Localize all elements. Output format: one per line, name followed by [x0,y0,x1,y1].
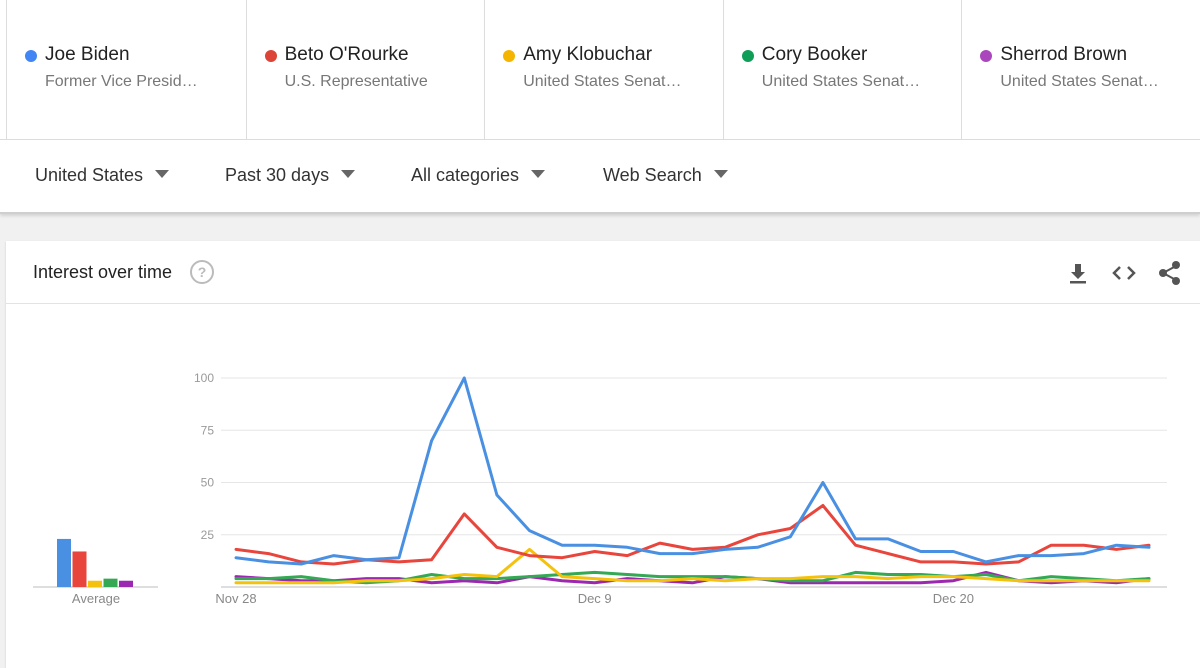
download-icon[interactable] [1064,259,1092,287]
x-tick-label: Dec 9 [578,591,612,606]
term-name: Cory Booker [761,44,868,65]
term-cory-booker[interactable]: Cory Booker United States Senat… [722,0,962,139]
y-tick-label: 100 [194,371,214,385]
term-joe-biden[interactable]: Joe Biden Former Vice Presid… [6,0,246,139]
term-subtitle: Former Vice Presid… [45,73,198,90]
chevron-down-icon [531,170,546,179]
series-color-dot [980,50,993,62]
series-line-beto-o-rourke [234,504,1151,566]
x-tick-label: Nov 28 [215,591,256,606]
embed-code-icon[interactable] [1110,259,1138,287]
term-name: Amy Klobuchar [523,44,653,65]
category-label: All categories [411,165,520,185]
category-dropdown[interactable]: All categories [411,165,546,186]
chevron-down-icon [713,170,728,179]
term-name: Joe Biden [45,44,130,65]
term-subtitle: U.S. Representative [284,73,428,90]
compared-terms-bar: Joe Biden Former Vice Presid… Beto O'Rourk… [0,0,1200,140]
series-color-dot [503,50,516,62]
search-type-label: Web Search [603,165,702,185]
time-range-label: Past 30 days [225,165,330,185]
y-tick-label: 25 [201,528,215,542]
series-line-joe-biden [234,376,1151,566]
average-bar-beto-o-rourke [72,551,87,587]
region-dropdown[interactable]: United States [35,165,170,186]
interest-over-time-card: Interest over time ? 25 50 75 100 Nov 28 Dec … [6,241,1200,668]
term-subtitle: United States Senat… [1000,73,1159,90]
x-tick-label: Dec 20 [933,591,974,606]
share-icon[interactable] [1156,259,1184,287]
series-line-amy-klobuchar [234,547,1151,585]
average-bar-amy-klobuchar [88,580,102,587]
term-name: Sherrod Brown [1000,44,1128,65]
average-label: Average [72,591,120,606]
time-range-dropdown[interactable]: Past 30 days [225,165,356,186]
card-header: Interest over time ? [6,241,1200,304]
term-subtitle: United States Senat… [523,73,682,90]
term-sherrod-brown[interactable]: Sherrod Brown United States Senat… [961,0,1200,139]
filter-bar: United States Past 30 days All categorie… [0,140,1200,214]
term-beto-o-rourke[interactable]: Beto O'Rourke U.S. Representative [245,0,485,139]
region-label: United States [35,165,144,185]
interest-chart: 25 50 75 100 Nov 28 Dec 9 Dec 20 Average [33,371,1167,606]
average-bar-cory-booker [103,578,118,587]
term-subtitle: United States Senat… [761,73,921,90]
series-color-dot [741,50,754,62]
chevron-down-icon [341,170,356,179]
card-title: Interest over time [33,262,173,282]
series-color-dot [264,50,277,62]
y-tick-label: 75 [201,423,215,437]
y-tick-label: 50 [201,476,215,490]
search-type-dropdown[interactable]: Web Search [603,165,728,186]
help-icon[interactable]: ? [190,260,214,284]
term-amy-klobuchar[interactable]: Amy Klobuchar United States Senat… [484,0,723,139]
average-bar-sherrod-brown [119,580,133,587]
average-bar-joe-biden [57,538,71,587]
chevron-down-icon [155,170,170,179]
term-name: Beto O'Rourke [284,44,409,65]
series-color-dot [25,50,37,62]
